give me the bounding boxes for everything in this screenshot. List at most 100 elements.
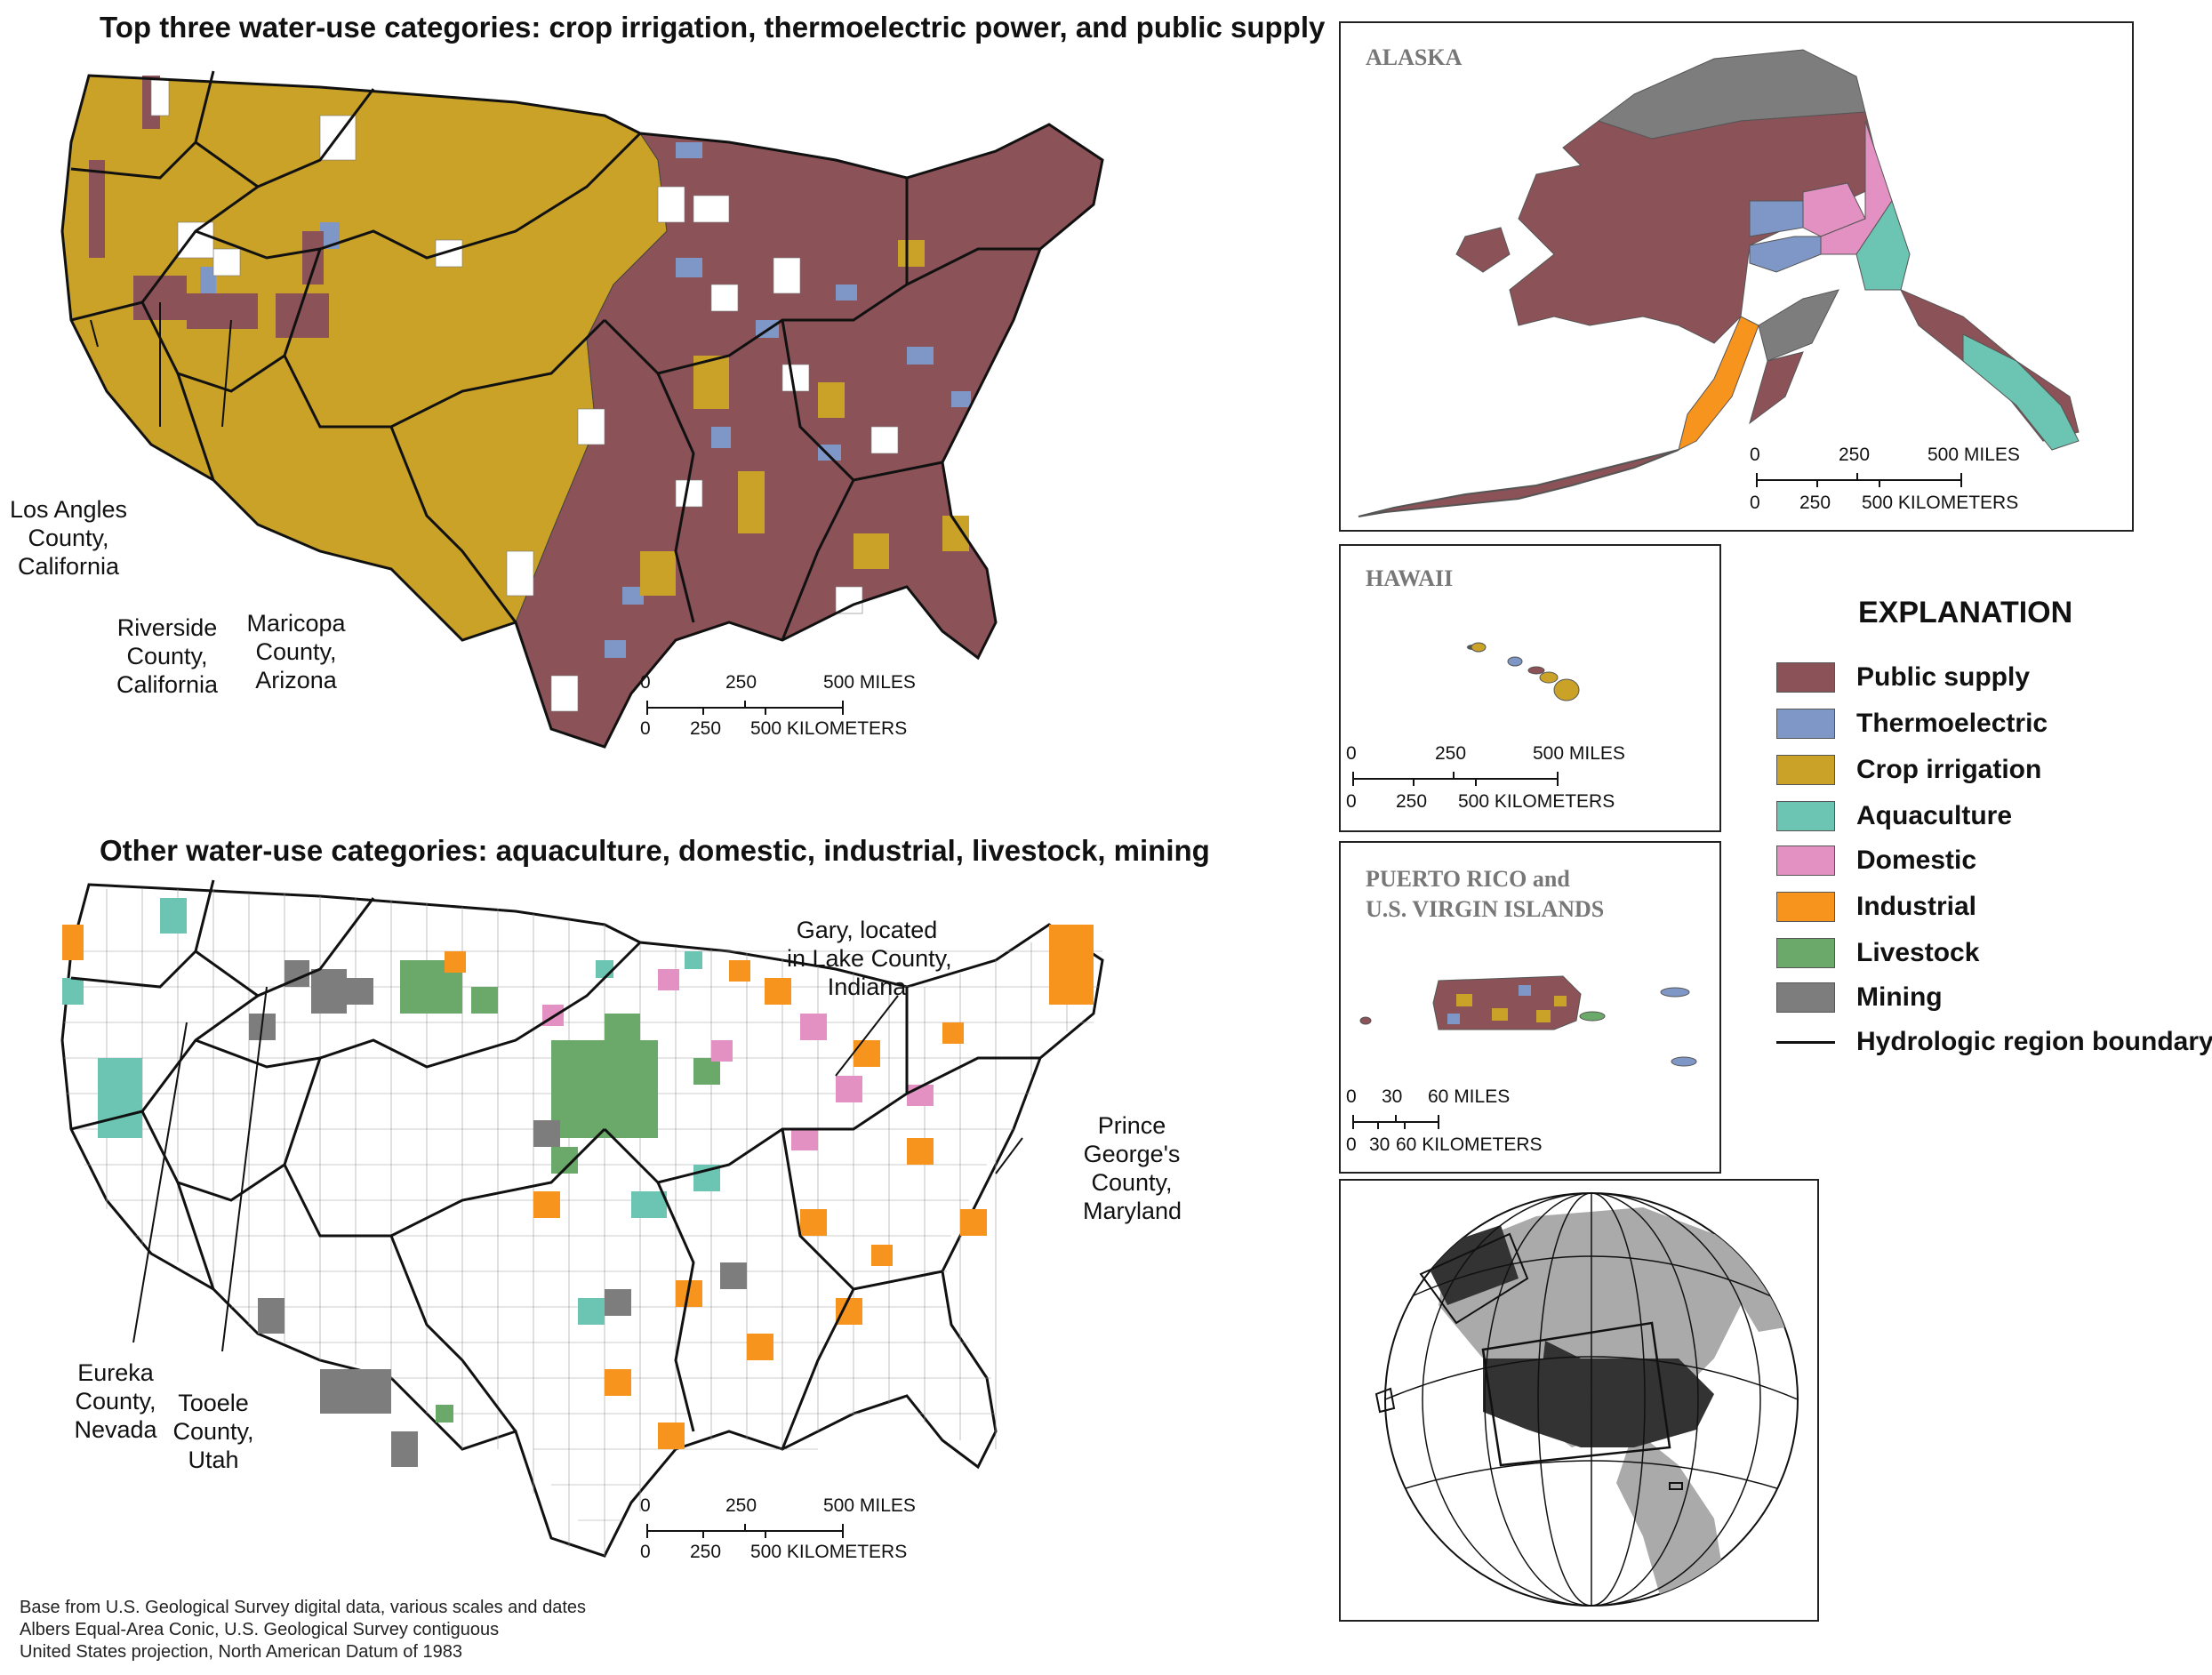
- callout-eureka: Eureka County, Nevada: [62, 1358, 169, 1444]
- callout-tooele-line-3: Utah: [188, 1447, 239, 1473]
- top-scale-km-250: 250: [690, 718, 722, 739]
- callout-prince-georges-line-3: County,: [1091, 1169, 1173, 1196]
- callout-riverside-line-2: County,: [126, 643, 208, 669]
- top-scale-mi-250: 250: [725, 672, 757, 693]
- callout-maricopa-line-3: Arizona: [255, 667, 337, 693]
- legend-swatch-crop-irrigation: [1776, 755, 1835, 785]
- alaska-scale-bar-lines: [1756, 473, 1962, 487]
- puerto-rico-scale-bar: 0 30 60 MILES 0 30 60 KILOMETERS: [1346, 1083, 1631, 1163]
- legend-swatch-domestic: [1776, 846, 1835, 876]
- bottom-scale-mi-500: 500 MILES: [823, 1495, 916, 1516]
- legend-swatch-industrial: [1776, 892, 1835, 922]
- credits: Base from U.S. Geological Survey digital…: [20, 1597, 586, 1663]
- legend-label-hydrologic-boundary: Hydrologic region boundary: [1856, 1027, 2212, 1056]
- callout-prince-georges-line-2: George's: [1083, 1141, 1181, 1167]
- legend: EXPLANATION Public supply Thermoelectric…: [1776, 596, 2212, 1076]
- legend-item-mining: Mining: [1776, 982, 1943, 1014]
- callout-los-angeles-line-2: County,: [28, 525, 109, 551]
- pr-scale-mi-0: 0: [1346, 1086, 1357, 1107]
- legend-label-thermoelectric: Thermoelectric: [1856, 709, 2048, 738]
- top-map-white-counties: [150, 79, 899, 712]
- puerto-rico-inset-title: PUERTO RICO and U.S. VIRGIN ISLANDS: [1366, 864, 1604, 925]
- top-scale-km-500: 500 KILOMETERS: [750, 718, 908, 739]
- alaska-map: [1358, 49, 2080, 517]
- top-map-east-irrigation-patches: [427, 107, 969, 596]
- credit-line-1: Base from U.S. Geological Survey digital…: [20, 1598, 586, 1617]
- pr-scale-km-60: 60 KILOMETERS: [1396, 1134, 1543, 1155]
- top-map-outline: [60, 74, 1104, 749]
- hawaii-scale-km-500: 500 KILOMETERS: [1458, 791, 1615, 812]
- hawaii-inset: HAWAII 0 250 500 MILES 0 250 500 KILOMET…: [1339, 544, 1721, 832]
- callout-los-angeles-line-1: Los Angles: [9, 496, 128, 523]
- puerto-rico-title-line-1: PUERTO RICO and: [1366, 866, 1570, 892]
- bottom-scale-km-250: 250: [690, 1542, 722, 1562]
- alaska-scale-mi-250: 250: [1839, 445, 1871, 465]
- top-scale-mi-0: 0: [640, 672, 651, 693]
- bottom-map-scale-bar: 0 250 500 MILES 0 250 500 KILOMETERS: [637, 1495, 921, 1567]
- hawaii-map: [1467, 642, 1580, 701]
- callout-tooele-line-1: Tooele: [178, 1390, 249, 1416]
- legend-swatch-mining: [1776, 982, 1835, 1013]
- legend-swatch-livestock: [1776, 938, 1835, 968]
- legend-swatch-thermoelectric: [1776, 709, 1835, 739]
- callout-maricopa-line-2: County,: [255, 638, 337, 665]
- bottom-map-conus: [60, 879, 1104, 1558]
- bottom-map-callout-leaders: [132, 986, 1023, 1352]
- alaska-scale-km-250: 250: [1799, 493, 1831, 513]
- top-scale-bar-lines: [646, 701, 844, 715]
- puerto-rico-scale-bar-lines: [1352, 1115, 1439, 1129]
- callout-maricopa-line-1: Maricopa: [246, 610, 346, 637]
- top-scale-mi-500: 500 MILES: [823, 672, 916, 693]
- top-map-conus: [60, 70, 1104, 749]
- legend-label-livestock: Livestock: [1856, 938, 1980, 967]
- top-map-scale-bar: 0 250 500 MILES 0 250 500 KILOMETERS: [637, 672, 921, 743]
- callout-riverside: Riverside County, California: [105, 613, 229, 699]
- hawaii-scale-bar-lines: [1352, 772, 1559, 786]
- legend-label-crop-irrigation: Crop irrigation: [1856, 755, 2042, 784]
- legend-item-aquaculture: Aquaculture: [1776, 800, 2012, 832]
- pr-scale-km-0: 0: [1346, 1134, 1357, 1155]
- top-map-title: Top three water-use categories: crop irr…: [100, 11, 1326, 44]
- legend-title: EXPLANATION: [1858, 596, 2073, 629]
- globe-inset: [1339, 1179, 1819, 1622]
- bottom-map-hydrologic-boundaries: [70, 879, 1040, 1450]
- legend-label-aquaculture: Aquaculture: [1856, 801, 2013, 830]
- pr-scale-km-30: 30: [1369, 1134, 1391, 1155]
- bottom-scale-mi-250: 250: [725, 1495, 757, 1516]
- callout-prince-georges: Prince George's County, Maryland: [1083, 1111, 1182, 1225]
- alaska-inset: ALASKA 0 250 500 MILES 0 250 500 KILOMET…: [1339, 21, 2134, 532]
- alaska-inset-title: ALASKA: [1366, 44, 1463, 70]
- bottom-scale-mi-0: 0: [640, 1495, 651, 1516]
- hawaii-scale-mi-500: 500 MILES: [1533, 743, 1625, 764]
- callout-eureka-line-3: Nevada: [74, 1416, 157, 1443]
- callout-gary: Gary, located in Lake County, Indiana: [787, 916, 952, 1001]
- puerto-rico-map: [1359, 975, 1697, 1067]
- bottom-scale-bar-lines: [646, 1524, 844, 1538]
- legend-item-public-supply: Public supply: [1776, 661, 2030, 693]
- pr-scale-mi-60: 60 MILES: [1428, 1086, 1511, 1107]
- legend-label-public-supply: Public supply: [1856, 662, 2031, 692]
- legend-item-domestic: Domestic: [1776, 845, 1976, 877]
- callout-eureka-line-1: Eureka: [77, 1359, 154, 1386]
- legend-label-domestic: Domestic: [1856, 846, 1977, 875]
- callout-los-angeles: Los Angles County, California: [2, 495, 135, 581]
- callout-tooele-line-2: County,: [172, 1418, 254, 1445]
- puerto-rico-title-line-2: U.S. VIRGIN ISLANDS: [1366, 896, 1605, 922]
- hawaii-scale-km-0: 0: [1346, 791, 1357, 812]
- alaska-scale-km-0: 0: [1750, 493, 1760, 513]
- legend-swatch-aquaculture: [1776, 801, 1835, 831]
- callout-riverside-line-1: Riverside: [116, 614, 218, 641]
- callout-prince-georges-line-1: Prince: [1097, 1112, 1166, 1139]
- hawaii-scale-mi-0: 0: [1346, 743, 1357, 764]
- hawaii-scale-km-250: 250: [1396, 791, 1428, 812]
- callout-tooele: Tooele County, Utah: [164, 1389, 262, 1474]
- callout-gary-line-1: Gary, located: [796, 917, 938, 943]
- callout-maricopa: Maricopa County, Arizona: [238, 609, 354, 694]
- callout-prince-georges-line-4: Maryland: [1083, 1198, 1182, 1224]
- callout-eureka-line-2: County,: [75, 1388, 156, 1415]
- bottom-map-title: Other water-use categories: aquaculture,…: [100, 834, 1210, 867]
- legend-label-industrial: Industrial: [1856, 892, 1977, 921]
- credit-line-3: United States projection, North American…: [20, 1642, 463, 1662]
- legend-item-crop-irrigation: Crop irrigation: [1776, 754, 2041, 786]
- legend-item-industrial: Industrial: [1776, 891, 1976, 923]
